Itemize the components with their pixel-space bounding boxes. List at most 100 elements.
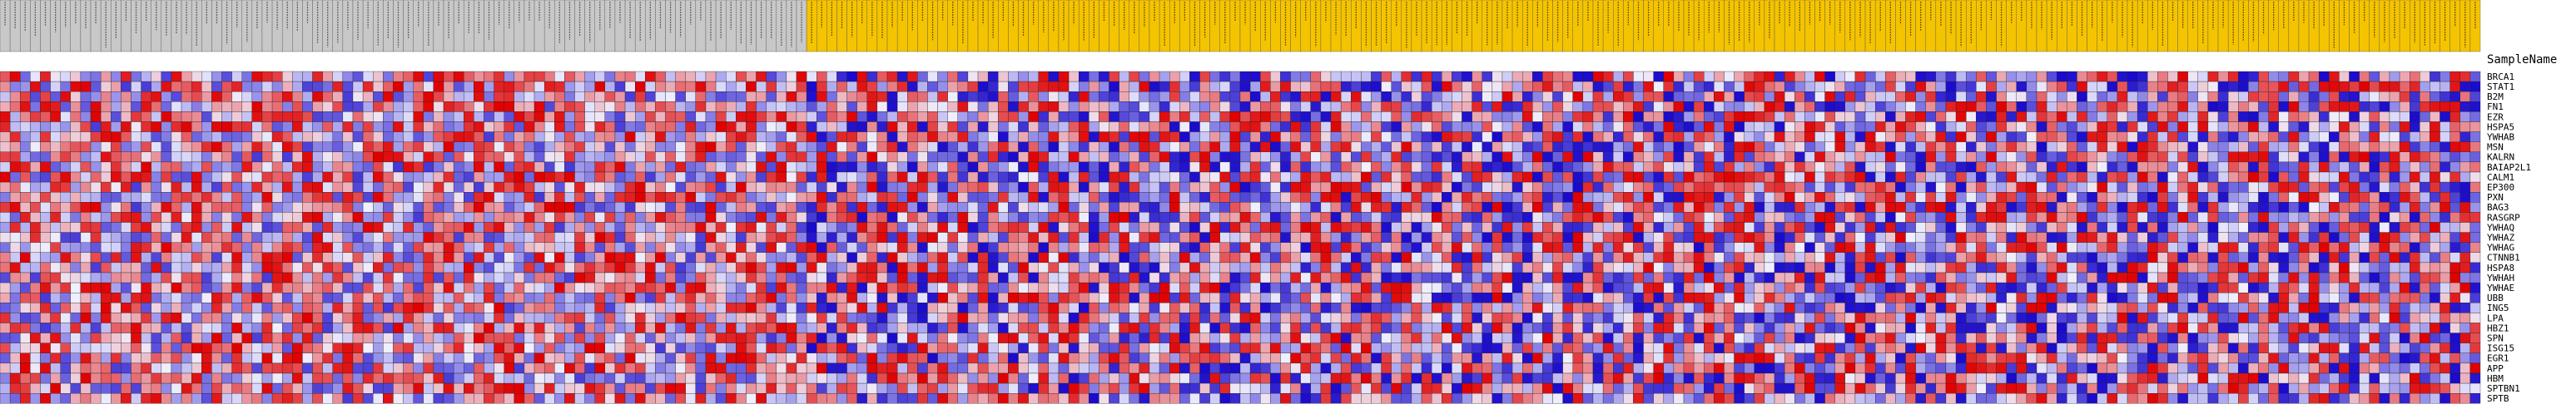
heatmap-cell [1049, 122, 1059, 132]
heatmap-cell [1149, 132, 1159, 142]
heatmap-cell [726, 132, 736, 142]
heatmap-cell [131, 162, 141, 172]
heatmap-cell [2289, 243, 2299, 253]
heatmap-cell [2400, 152, 2410, 162]
heatmap-cell [2350, 233, 2360, 243]
heatmap-cell [1845, 212, 1855, 222]
heatmap-cell [645, 212, 655, 222]
heatmap-cell [1745, 152, 1755, 162]
heatmap-cell [211, 132, 221, 142]
heatmap-cell [1139, 101, 1149, 111]
heatmap-cell [2319, 91, 2329, 101]
heatmap-cell [797, 223, 807, 233]
heatmap-cell [1270, 223, 1280, 233]
heatmap-cell [696, 81, 706, 91]
heatmap-cell [2279, 202, 2289, 212]
heatmap-cell [625, 142, 635, 152]
heatmap-cell [1804, 162, 1814, 172]
heatmap-cell [1351, 152, 1361, 162]
heatmap-cell [1784, 192, 1794, 202]
heatmap-cell [40, 142, 50, 152]
heatmap-cell [222, 111, 232, 121]
heatmap-cell [1069, 212, 1079, 222]
heatmap-cell [1946, 122, 1956, 132]
heatmap-cell [494, 243, 504, 253]
heatmap-cell [2147, 142, 2157, 152]
heatmap-cell [101, 101, 111, 111]
heatmap-cell [666, 233, 676, 243]
heatmap-cell [2309, 172, 2319, 182]
heatmap-cell [2309, 142, 2319, 152]
heatmap-cell [605, 172, 615, 182]
heatmap-cell [544, 101, 554, 111]
heatmap-cell [494, 91, 504, 101]
heatmap-cell [1210, 142, 1220, 152]
heatmap-cell [2380, 122, 2390, 132]
heatmap-cell [484, 172, 494, 182]
heatmap-cell [1512, 91, 1522, 101]
heatmap-cell [1794, 101, 1804, 111]
heatmap-cell [1109, 132, 1119, 142]
heatmap-cell [2097, 212, 2107, 222]
heatmap-cell [1532, 101, 1542, 111]
heatmap-cell [1301, 202, 1311, 212]
heatmap-cell [181, 101, 191, 111]
heatmap-cell [2238, 122, 2248, 132]
heatmap-cell [1019, 172, 1029, 182]
heatmap-cell [1382, 132, 1392, 142]
heatmap-cell [1563, 81, 1573, 91]
heatmap-cell [464, 192, 474, 202]
heatmap-cell [1623, 162, 1633, 172]
heatmap-cell [1714, 202, 1724, 212]
heatmap-cell [927, 111, 937, 121]
heatmap-cell [1301, 101, 1311, 111]
heatmap-cell [1019, 91, 1029, 101]
heatmap-cell [1855, 152, 1865, 162]
heatmap-cell [1885, 132, 1895, 142]
heatmap-cell [71, 192, 81, 202]
heatmap-cell [877, 202, 887, 212]
heatmap-cell [1855, 243, 1865, 253]
heatmap-cell [2460, 152, 2470, 162]
heatmap-cell [1916, 81, 1926, 91]
heatmap-cell [141, 152, 151, 162]
heatmap-cell [736, 81, 746, 91]
heatmap-cell [1462, 192, 1472, 202]
heatmap-cell [1079, 122, 1089, 132]
heatmap-cell [1814, 223, 1824, 233]
heatmap-cell [181, 91, 191, 101]
heatmap-cell [655, 202, 665, 212]
heatmap-cell [1553, 192, 1563, 202]
heatmap-cell [504, 182, 514, 192]
heatmap-cell [1735, 132, 1745, 142]
heatmap-cell [353, 152, 363, 162]
heatmap-cell [958, 162, 968, 172]
heatmap-cell [1997, 142, 2007, 152]
heatmap-cell [2087, 111, 2097, 121]
heatmap-cell [81, 132, 91, 142]
heatmap-cell [1997, 71, 2007, 81]
heatmap-cell [504, 152, 514, 162]
heatmap-cell [736, 182, 746, 192]
heatmap-cell [1492, 142, 1502, 152]
heatmap-cell [2350, 71, 2360, 81]
heatmap-cell [2279, 162, 2289, 172]
heatmap-cell [948, 81, 958, 91]
heatmap-cell [1735, 101, 1745, 111]
heatmap-cell [1956, 91, 1966, 101]
heatmap-cell [292, 142, 302, 152]
heatmap-cell [836, 172, 846, 182]
heatmap-cell [887, 233, 897, 243]
heatmap-cell [1563, 162, 1573, 172]
heatmap-cell [787, 243, 797, 253]
heatmap-cell [1321, 202, 1331, 212]
heatmap-cell [2279, 122, 2289, 132]
heatmap-cell [1694, 192, 1704, 202]
heatmap-cell [2420, 192, 2430, 202]
heatmap-cell [1976, 192, 1986, 202]
heatmap-cell [343, 162, 353, 172]
heatmap-cell [1855, 142, 1865, 152]
heatmap-cell [1885, 202, 1895, 212]
heatmap-cell [1906, 212, 1916, 222]
heatmap-cell [292, 223, 302, 233]
